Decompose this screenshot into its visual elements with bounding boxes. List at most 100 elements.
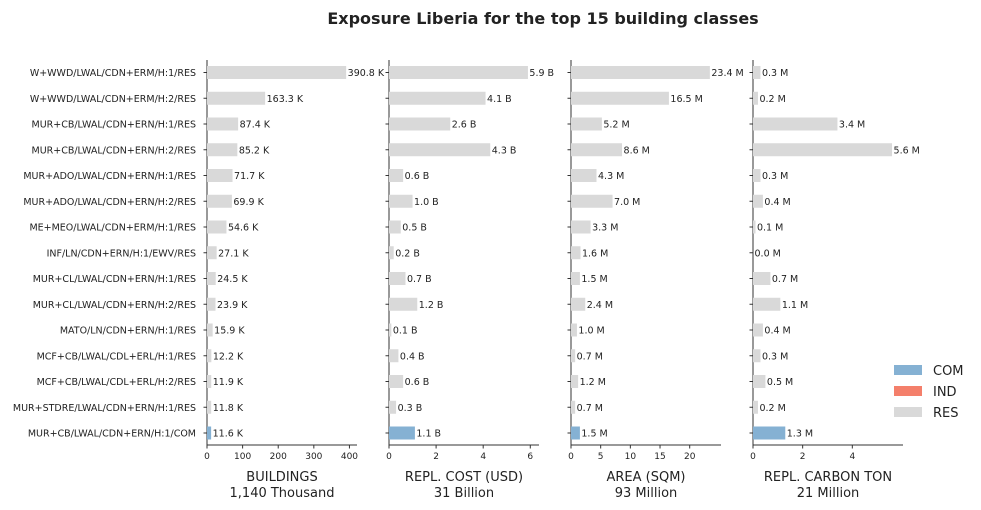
bar	[207, 194, 232, 208]
bar-value-label: 1.6 M	[582, 248, 608, 259]
legend-swatch-ind	[894, 386, 922, 396]
category-label: W+WWD/LWAL/CDN+ERM/H:2/RES	[30, 94, 196, 105]
panel-4: 0.3 M 0.2 M 3.4 M 5.6 M 0.3 M 0.4 M 0.1 M 0.0 M…	[749, 60, 920, 501]
panel-total: 21 Million	[797, 486, 860, 501]
category-label: MUR+CB/LWAL/CDN+ERN/H:1/COM	[28, 429, 196, 440]
legend-swatch-com	[894, 365, 922, 375]
bar	[207, 323, 213, 337]
x-tick-label: 10	[625, 452, 637, 462]
panel-3: 23.4 M 16.5 M 5.2 M 8.6 M 4.3 M 7.0 M 3.3 M 1.6…	[567, 60, 744, 501]
x-tick-label: 400	[341, 452, 358, 462]
bar-value-label: 3.3 M	[592, 223, 618, 234]
bar	[389, 375, 404, 388]
x-tick-label: 200	[270, 452, 287, 462]
category-label: MUR+CL/LWAL/CDN+ERN/H:1/RES	[33, 274, 196, 285]
bar	[389, 220, 401, 234]
bar-value-label: 24.5 K	[217, 274, 248, 285]
bar	[389, 169, 404, 182]
bar-value-label: 0.7 B	[407, 274, 432, 285]
bar-value-label: 0.5 B	[402, 223, 427, 234]
category-label: MCF+CB/LWAL/CDL+ERL/H:2/RES	[37, 377, 196, 388]
bar-value-label: 0.7 M	[772, 274, 798, 285]
legend-swatch-res	[894, 407, 922, 417]
bar	[753, 194, 763, 208]
bar	[753, 66, 761, 79]
bar-value-label: 4.3 M	[598, 171, 624, 182]
x-axis-label: REPL. COST (USD)	[405, 470, 523, 485]
chart-title: Exposure Liberia for the top 15 building…	[327, 9, 758, 28]
x-tick-label: 4	[849, 452, 855, 462]
legend-label-ind: IND	[933, 385, 957, 400]
bar	[571, 349, 576, 363]
x-tick-label: 20	[684, 452, 696, 462]
bar-value-label: 1.2 M	[580, 377, 606, 388]
bar-value-label: 71.7 K	[234, 171, 265, 182]
bar-value-label: 0.2 M	[759, 94, 785, 105]
bar	[753, 375, 766, 388]
bar-value-label: 0.3 M	[762, 171, 788, 182]
bar	[571, 272, 580, 285]
bar-value-label: 0.3 M	[762, 68, 788, 79]
category-label: MATO/LN/CDN+ERN/H:1/RES	[60, 326, 196, 337]
bar	[753, 117, 838, 131]
category-labels: W+WWD/LWAL/CDN+ERM/H:1/RES W+WWD/LWAL/CDN…	[13, 68, 196, 440]
category-label: MUR+STDRE/LWAL/CDN+ERN/H:1/RES	[13, 403, 196, 414]
bar-value-label: 0.7 M	[577, 403, 603, 414]
bar	[207, 91, 266, 105]
bar-value-label: 11.9 K	[213, 377, 244, 388]
bar-value-label: 0.2 M	[759, 403, 785, 414]
bar	[389, 323, 392, 337]
bar-value-label: 4.1 B	[487, 94, 512, 105]
category-label: MUR+ADO/LWAL/CDN+ERN/H:1/RES	[23, 171, 196, 182]
bar-value-label: 163.3 K	[267, 94, 304, 105]
x-tick-label: 6	[527, 452, 533, 462]
bar-value-label: 0.3 M	[762, 351, 788, 362]
panel-2: 5.9 B 4.1 B 2.6 B 4.3 B 0.6 B 1.0 B 0.5 B 0.2 B…	[385, 60, 554, 501]
x-axis-label: AREA (SQM)	[606, 470, 685, 485]
panel-total: 31 Billion	[434, 486, 494, 501]
bar	[207, 426, 212, 440]
x-tick-label: 15	[654, 452, 665, 462]
bar	[207, 143, 238, 157]
bar-value-label: 0.1 B	[393, 326, 418, 337]
bar-value-label: 85.2 K	[239, 145, 270, 156]
category-label: MUR+CB/LWAL/CDN+ERN/H:1/RES	[32, 120, 197, 131]
bar-value-label: 0.5 M	[767, 377, 793, 388]
bar	[389, 117, 451, 131]
bar-value-label: 23.4 M	[711, 68, 743, 79]
legend-label-com: COM	[933, 364, 964, 379]
bar-value-label: 1.2 B	[419, 300, 444, 311]
bar	[389, 143, 491, 157]
bar	[571, 194, 613, 208]
bar	[389, 426, 415, 440]
bar	[571, 91, 669, 105]
bar-value-label: 1.3 M	[787, 429, 813, 440]
bar-value-label: 1.0 B	[414, 197, 439, 208]
bar-value-label: 5.6 M	[894, 145, 920, 156]
bar-value-label: 1.0 M	[578, 326, 604, 337]
bar	[207, 66, 347, 79]
bar	[389, 91, 486, 105]
category-label: MCF+CB/LWAL/CDL+ERL/H:1/RES	[37, 351, 196, 362]
category-label: MUR+CB/LWAL/CDN+ERN/H:2/RES	[32, 145, 197, 156]
bar	[753, 297, 781, 311]
x-tick-label: 300	[305, 452, 322, 462]
x-tick-label: 0	[750, 452, 756, 462]
bar-value-label: 0.4 B	[400, 351, 425, 362]
category-label: W+WWD/LWAL/CDN+ERM/H:1/RES	[30, 68, 196, 79]
category-label: MUR+ADO/LWAL/CDN+ERN/H:2/RES	[23, 197, 196, 208]
category-label: ME+MEO/LWAL/CDN+ERM/H:1/RES	[29, 223, 196, 234]
bar	[571, 297, 586, 311]
bar-value-label: 11.8 K	[213, 403, 244, 414]
bar-value-label: 5.2 M	[603, 120, 629, 131]
bar-value-label: 7.0 M	[614, 197, 640, 208]
x-tick-label: 2	[433, 452, 439, 462]
bar	[389, 400, 397, 414]
bar-value-label: 15.9 K	[214, 326, 245, 337]
x-tick-label: 100	[234, 452, 251, 462]
bar	[571, 143, 623, 157]
x-tick-label: 4	[480, 452, 486, 462]
bar-value-label: 0.7 M	[577, 351, 603, 362]
